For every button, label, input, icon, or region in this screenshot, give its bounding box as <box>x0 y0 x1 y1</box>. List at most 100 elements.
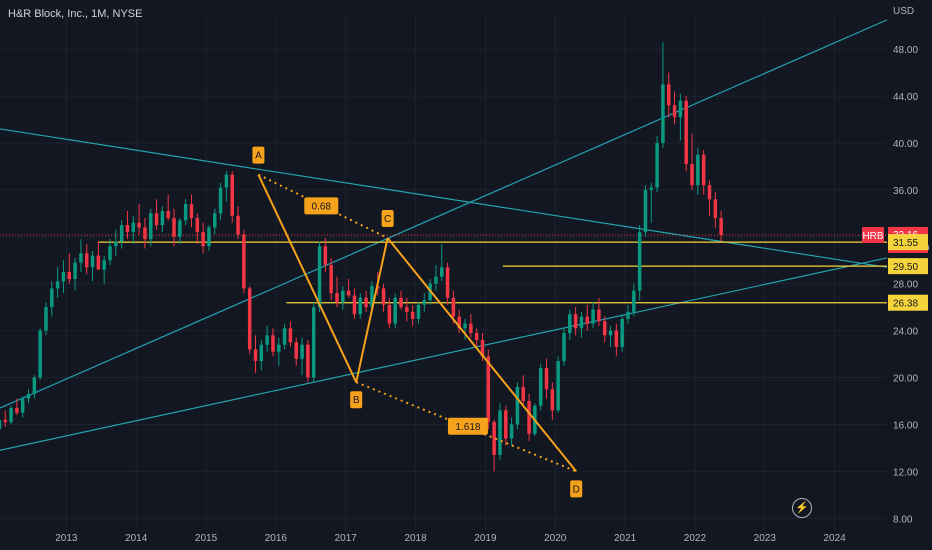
pattern-point-badge <box>570 480 583 498</box>
candle-body <box>492 422 496 455</box>
trendline <box>0 19 888 409</box>
x-tick-label: 2019 <box>474 533 497 544</box>
pattern-point-badge <box>350 391 363 409</box>
level-badge <box>888 294 928 311</box>
y-tick-label: 28.00 <box>893 280 918 291</box>
candle-body <box>626 311 630 319</box>
candle-body <box>504 410 508 439</box>
candle-body <box>381 288 386 305</box>
candle-body <box>451 297 456 317</box>
candle-body <box>620 318 624 348</box>
pattern-point-badge <box>252 146 265 164</box>
candle-body <box>137 222 141 228</box>
candle-body <box>148 213 153 240</box>
candle-body <box>131 222 136 233</box>
candle-body <box>218 187 223 214</box>
price-axis[interactable]: 8.0012.0016.0020.0024.0028.0032.0036.004… <box>893 45 918 525</box>
candle-body <box>602 321 607 336</box>
candle-body <box>538 368 543 406</box>
candle-body <box>655 143 659 188</box>
candlesticks <box>0 42 723 472</box>
candle-body <box>20 398 25 413</box>
candle-body <box>236 215 240 235</box>
candle-body <box>643 189 648 233</box>
candle-body <box>445 267 450 298</box>
candle-body <box>32 377 37 394</box>
candle-body <box>207 227 211 247</box>
candle-body <box>649 187 654 190</box>
candle-body <box>96 255 101 270</box>
candle-body <box>166 211 170 219</box>
candle-body <box>143 227 147 240</box>
level-badge <box>888 258 928 275</box>
candle-body <box>410 311 415 319</box>
candle-body <box>119 225 124 242</box>
level-badge-label: 26.38 <box>893 299 918 310</box>
x-tick-label: 2017 <box>335 533 358 544</box>
candle-body <box>591 309 595 324</box>
ratio-label: 0.68 <box>312 201 332 212</box>
pattern-point-badge <box>381 209 394 227</box>
candle-body <box>701 154 706 186</box>
candle-body <box>509 424 514 439</box>
x-tick-label: 2014 <box>125 533 148 544</box>
time-axis[interactable]: 2013 2014 2015 2016 2017 2018 2019 2020 2021 2022… <box>55 533 846 544</box>
y-tick-label: 12.00 <box>893 467 918 478</box>
candle-body <box>550 389 555 411</box>
candle-body <box>608 330 613 336</box>
candle-body <box>463 323 467 329</box>
trendlines[interactable] <box>0 19 888 451</box>
lightning-icon[interactable]: ⚡ <box>792 498 812 518</box>
y-tick-label: 8.00 <box>893 514 913 525</box>
candle-body <box>696 154 700 186</box>
candle-body <box>632 290 636 312</box>
symbol-label: HRB <box>862 231 883 242</box>
ratio-badge <box>447 417 488 435</box>
candle-body <box>480 340 485 357</box>
y-tick-label: 40.00 <box>893 139 918 150</box>
candle-body <box>154 213 159 226</box>
candle-body <box>317 246 322 308</box>
candle-body <box>282 328 287 345</box>
ratio-label: 1.618 <box>455 422 480 433</box>
level-badge-label: 29.50 <box>893 262 918 273</box>
candle-body <box>637 232 642 291</box>
candle-body <box>160 211 165 226</box>
pattern-leg-bc <box>355 237 389 383</box>
currency-label: USD <box>893 6 915 17</box>
candle-body <box>399 297 403 308</box>
candle-body <box>183 203 188 221</box>
x-tick-label: 2023 <box>754 533 777 544</box>
candle-body <box>434 276 438 284</box>
y-tick-label: 44.00 <box>893 92 918 103</box>
candle-body <box>573 314 578 329</box>
symbol-badge <box>862 226 884 243</box>
x-tick-label: 2013 <box>55 533 78 544</box>
candle-body <box>178 220 182 237</box>
candle-body <box>253 349 258 362</box>
candle-body <box>341 290 345 303</box>
candle-body <box>294 342 298 359</box>
candle-body <box>486 356 491 423</box>
y-tick-label: 48.00 <box>893 45 918 56</box>
grid <box>0 14 887 530</box>
x-tick-label: 2021 <box>614 533 637 544</box>
x-tick-label: 2015 <box>195 533 218 544</box>
candle-body <box>0 419 2 430</box>
candle-body <box>230 174 234 216</box>
candle-body <box>323 246 328 265</box>
y-tick-label: 16.00 <box>893 420 918 431</box>
candle-body <box>393 297 397 324</box>
harmonic-pattern[interactable]: A B C D 0.68 1.618 <box>252 146 583 498</box>
pattern-leg-ab <box>257 174 358 383</box>
candle-body <box>288 328 293 343</box>
horizontal-levels[interactable] <box>97 241 887 304</box>
candle-body <box>562 332 566 362</box>
x-tick-label: 2020 <box>544 533 567 544</box>
candle-body <box>405 307 409 312</box>
candle-body <box>61 272 66 282</box>
candle-body <box>346 290 351 296</box>
candle-body <box>172 218 176 237</box>
candle-body <box>614 330 619 348</box>
